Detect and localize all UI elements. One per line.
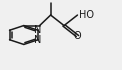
- Text: HO: HO: [79, 10, 94, 20]
- Text: N: N: [34, 25, 42, 35]
- Text: N: N: [34, 35, 42, 45]
- Text: O: O: [74, 31, 81, 41]
